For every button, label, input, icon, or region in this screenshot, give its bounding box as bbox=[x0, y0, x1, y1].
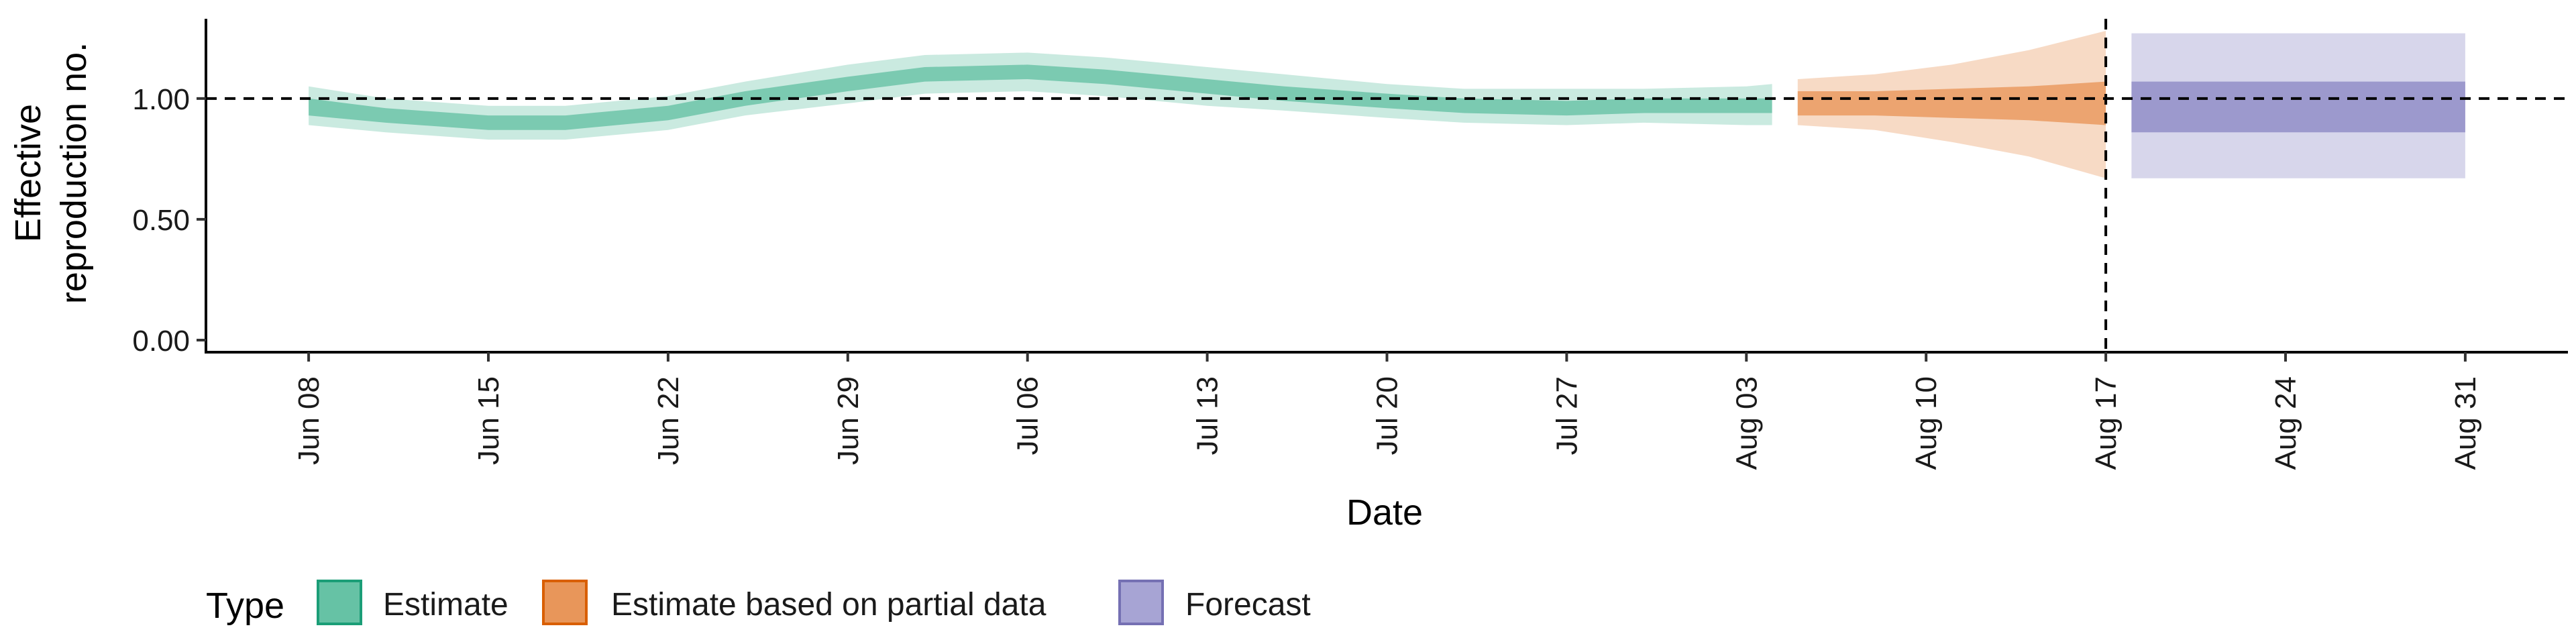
x-tick-label: Aug 03 bbox=[1730, 376, 1763, 470]
x-tick-label: Jun 08 bbox=[292, 376, 325, 465]
y-tick-label: 1.00 bbox=[132, 83, 190, 116]
x-tick-label: Jun 15 bbox=[472, 376, 505, 465]
estimate-based-on-partial-data-inner-band bbox=[1797, 81, 2106, 125]
x-tick-label: Aug 17 bbox=[2090, 376, 2123, 470]
x-tick-label: Jun 29 bbox=[832, 376, 865, 465]
x-tick-label: Jul 27 bbox=[1550, 376, 1583, 455]
legend-label: Estimate bbox=[383, 587, 508, 623]
x-tick-label: Aug 31 bbox=[2449, 376, 2482, 470]
uncertainty-bands bbox=[309, 31, 2465, 178]
legend-label: Estimate based on partial data bbox=[611, 587, 1046, 623]
estimate-inner-band bbox=[309, 64, 1772, 130]
y-tick-label: 0.50 bbox=[132, 204, 190, 237]
x-axis-title: Date bbox=[1346, 492, 1423, 533]
y-tick-label: 0.00 bbox=[132, 325, 190, 358]
y-axis-title-line1: Effective bbox=[8, 104, 48, 242]
legend-key bbox=[1118, 580, 1164, 625]
legend-label: Forecast bbox=[1185, 587, 1311, 623]
x-tick-label: Aug 24 bbox=[2269, 376, 2302, 470]
legend-key bbox=[542, 580, 588, 625]
y-axis-title-line2: reproduction no. bbox=[54, 42, 94, 304]
legend-key bbox=[317, 580, 362, 625]
forecast-inner-band bbox=[2131, 81, 2465, 133]
legend-title: Type bbox=[206, 586, 284, 626]
x-tick-label: Jul 06 bbox=[1012, 376, 1044, 455]
x-tick-label: Jul 13 bbox=[1191, 376, 1224, 455]
x-tick-label: Jul 20 bbox=[1371, 376, 1404, 455]
legend: Type Estimate Estimate based on partial d… bbox=[206, 580, 1311, 626]
x-tick-label: Aug 10 bbox=[1910, 376, 1943, 470]
axes: 0.00 0.50 1.00 Jun 08 Jun 15 Jun 22 Jun 29 Jul … bbox=[132, 19, 2568, 470]
x-tick-label: Jun 22 bbox=[652, 376, 685, 465]
